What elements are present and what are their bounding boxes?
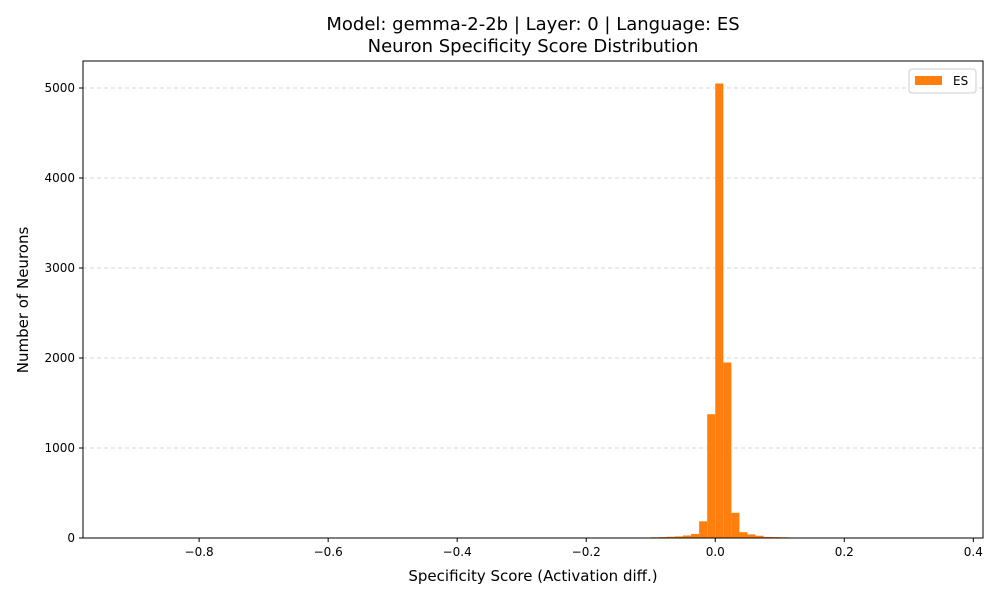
histogram-bar: [723, 362, 732, 538]
histogram-bar: [707, 414, 716, 538]
x-tick-label: −0.2: [572, 545, 601, 559]
histogram-bar: [739, 532, 748, 538]
legend-label: ES: [953, 74, 968, 88]
legend-frame: [908, 68, 977, 94]
legend: ES: [908, 68, 977, 94]
y-tick-label: 5000: [44, 81, 75, 95]
histogram-bar: [731, 512, 740, 538]
histogram-bar: [747, 534, 756, 538]
y-axis-label: Number of Neurons: [14, 227, 32, 374]
y-axis: 0 1000 2000 3000 4000 5000: [44, 81, 83, 545]
histogram-bar: [666, 536, 675, 538]
y-tick-label: 3000: [44, 261, 75, 275]
legend-swatch: [915, 76, 942, 85]
histogram-bar: [683, 535, 692, 538]
y-tick-label: 1000: [44, 441, 75, 455]
x-tick-label: −0.8: [185, 545, 214, 559]
x-tick-label: 0.2: [835, 545, 854, 559]
histogram-bar: [691, 533, 700, 538]
y-tick-label: 0: [67, 531, 75, 545]
histogram-bar: [715, 83, 724, 538]
chart-title-line2: Neuron Specificity Score Distribution: [368, 36, 699, 57]
x-tick-label: −0.4: [443, 545, 472, 559]
y-tick-label: 4000: [44, 171, 75, 185]
bars: [562, 83, 837, 539]
gridlines: [83, 87, 983, 449]
histogram-bar: [674, 536, 683, 538]
histogram-bar: [763, 536, 772, 538]
chart-title-line1: Model: gemma-2-2b | Layer: 0 | Language:…: [326, 14, 739, 35]
x-tick-label: 0.4: [964, 545, 983, 559]
x-tick-label: −0.6: [314, 545, 343, 559]
y-tick-label: 2000: [44, 351, 75, 365]
x-tick-label: 0.0: [706, 545, 725, 559]
histogram-bar: [699, 521, 708, 538]
histogram-bar: [755, 535, 764, 538]
x-axis-label: Specificity Score (Activation diff.): [408, 567, 657, 585]
plot-frame: [82, 60, 984, 539]
x-axis: −0.8 −0.6 −0.4 −0.2 0.0 0.2 0.4: [185, 538, 983, 559]
